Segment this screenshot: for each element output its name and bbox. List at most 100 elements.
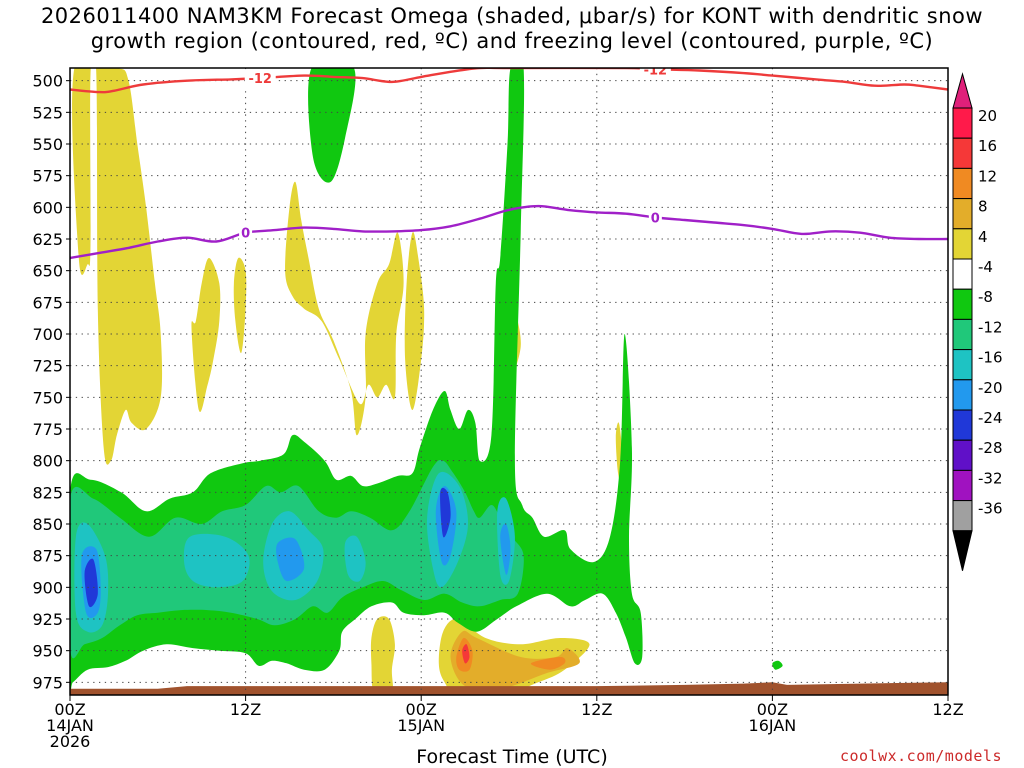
omega-region-24 xyxy=(276,537,305,582)
colorbar-label: -4 xyxy=(978,258,993,276)
y-tick-label: 725 xyxy=(32,357,63,376)
contour-label-bg xyxy=(244,69,276,88)
y-tick-label: 975 xyxy=(32,673,63,692)
colorbar-segment xyxy=(952,379,973,411)
x-tick-label: 00Z xyxy=(54,700,85,719)
colorbar-label: -12 xyxy=(978,318,1003,336)
colorbar-segment xyxy=(952,500,973,532)
grid-lines xyxy=(70,68,948,695)
omega-region-27 xyxy=(84,558,98,608)
y-tick-label: 750 xyxy=(32,388,63,407)
x-tick-label: 00Z xyxy=(406,700,437,719)
omega-region-11 xyxy=(530,657,566,670)
x-axis-label: Forecast Time (UTC) xyxy=(416,746,608,768)
y-tick-label: 500 xyxy=(32,72,63,91)
colorbar-label: 8 xyxy=(978,198,988,216)
colorbar-segment xyxy=(952,469,973,502)
chart-title: 2026011400 NAM3KM Forecast Omega (shaded… xyxy=(0,4,1024,54)
y-tick-label: 850 xyxy=(32,515,63,534)
colorbar-label: -36 xyxy=(978,500,1003,518)
colorbar-segment xyxy=(952,198,973,230)
colorbar-label: -20 xyxy=(978,379,1003,397)
omega-region-20 xyxy=(344,535,366,582)
x-tick-label: 16JAN xyxy=(749,716,797,735)
colorbar-segment xyxy=(952,409,973,441)
y-tick-label: 875 xyxy=(32,547,63,566)
x-tick-label: 12Z xyxy=(581,700,612,719)
colorbar: 20 16 12 8 4 -4 -8 -12 -16 -20 -24 -28 -32 -36 xyxy=(952,72,1003,571)
plot-area xyxy=(70,68,948,695)
y-tick-label: 925 xyxy=(32,610,63,629)
x-tick-label: 14JAN xyxy=(46,716,94,735)
contour-label-bg xyxy=(639,68,671,79)
colorbar-segment xyxy=(952,288,973,320)
colorbar-label: -16 xyxy=(978,349,1003,367)
omega-region-7 xyxy=(370,616,395,695)
omega-region-2 xyxy=(233,257,247,354)
contour-label-bg xyxy=(648,208,662,227)
y-tick-label: 575 xyxy=(32,167,63,186)
colorbar-segment xyxy=(952,349,973,381)
colorbar-label: -28 xyxy=(978,439,1003,457)
contour-label: 0 xyxy=(241,227,250,242)
x-tick-label: 15JAN xyxy=(397,716,445,735)
colorbar-segment xyxy=(952,107,973,139)
omega-region-1 xyxy=(191,258,221,413)
colorbar-bottom-arrow xyxy=(952,530,973,571)
y-tick-label: 650 xyxy=(32,262,63,281)
x-tick-label: 12Z xyxy=(230,700,261,719)
omega-region-26 xyxy=(500,523,511,575)
colorbar-segment xyxy=(952,439,973,471)
colorbar-label: -32 xyxy=(978,469,1003,487)
colorbar-label: 12 xyxy=(978,167,997,185)
y-tick-label: 950 xyxy=(32,642,63,661)
y-tick-label: 525 xyxy=(32,103,63,122)
omega-region-0 xyxy=(72,68,163,465)
contour-label: -12 xyxy=(644,63,668,78)
colorbar-label: 4 xyxy=(978,228,988,246)
y-tick-label: 700 xyxy=(32,325,63,344)
plot-frame xyxy=(69,67,949,696)
colorbar-label: -24 xyxy=(978,409,1003,427)
y-tick-label: 825 xyxy=(32,483,63,502)
chart-title-line1: 2026011400 NAM3KM Forecast Omega (shaded… xyxy=(40,4,984,28)
colorbar-segment xyxy=(952,167,973,200)
colorbar-segment xyxy=(952,318,973,351)
omega-region-18 xyxy=(183,533,250,588)
colorbar-label: 16 xyxy=(978,137,997,155)
x-tick-label: 00Z xyxy=(757,700,788,719)
y-tick-label: 900 xyxy=(32,578,63,597)
chart-title-line2: growth region (contoured, red, ºC) and f… xyxy=(90,29,934,53)
credit-text: coolwx.com/models xyxy=(839,747,1002,765)
colorbar-segment xyxy=(952,258,973,290)
omega-region-12 xyxy=(462,644,470,664)
ground-surface xyxy=(70,682,948,695)
colorbar-label: -8 xyxy=(978,288,993,306)
colorbar-segment xyxy=(952,137,973,169)
contour-label-bg xyxy=(239,223,253,242)
colorbar-label: 20 xyxy=(978,107,997,125)
omega-region-28 xyxy=(440,487,451,538)
contour-label: -12 xyxy=(248,72,272,87)
y-tick-label: 625 xyxy=(32,230,63,249)
y-tick-label: 600 xyxy=(32,198,63,217)
contour-line-1 xyxy=(70,204,948,260)
colorbar-segment xyxy=(952,228,973,260)
omega-region-4 xyxy=(404,232,425,410)
y-tick-label: 775 xyxy=(32,420,63,439)
omega-region-15 xyxy=(772,660,783,670)
contour-line-0 xyxy=(70,68,948,94)
temperature-contours: -12 -12 0 0 xyxy=(70,63,948,260)
y-tick-label: 800 xyxy=(32,452,63,471)
x-tick-label: 2026 xyxy=(50,732,91,751)
y-tick-label: 550 xyxy=(32,135,63,154)
omega-region-14 xyxy=(308,68,356,183)
omega-region-3 xyxy=(285,181,404,436)
omega-region-9 xyxy=(450,630,580,691)
colorbar-top-arrow xyxy=(952,72,973,109)
y-tick-label: 675 xyxy=(32,293,63,312)
contour-label: 0 xyxy=(651,211,660,226)
x-tick-label: 12Z xyxy=(932,700,963,719)
